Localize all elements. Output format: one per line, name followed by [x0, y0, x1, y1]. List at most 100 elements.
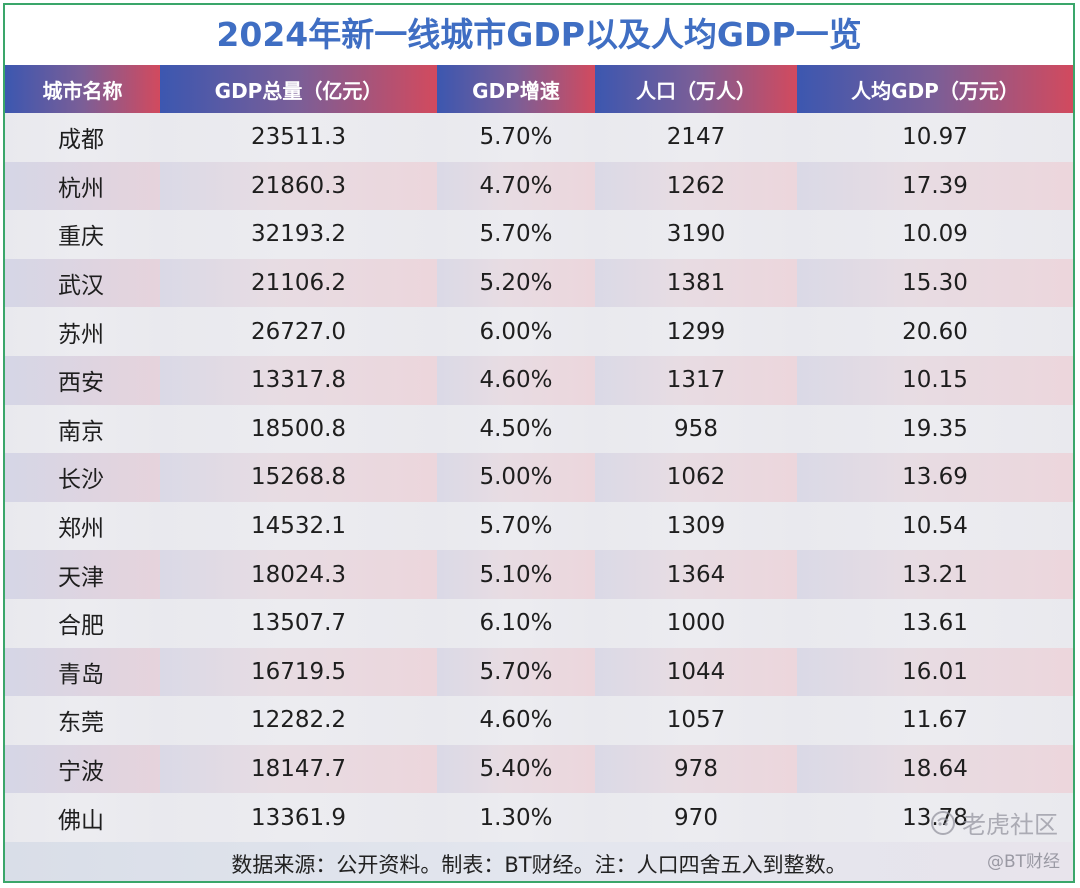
- cell-gdp-growth: 5.40%: [437, 744, 595, 794]
- cell-gdp-total: 13317.8: [160, 355, 437, 405]
- table-row: 成都 23511.3 5.70% 2147 10.97: [5, 113, 1073, 162]
- watermark-brand: 老虎社区: [930, 805, 1058, 840]
- header-gdp-per-capita: 人均GDP（万元）: [797, 65, 1073, 113]
- cell-gdp-growth: 1.30%: [437, 793, 595, 842]
- watermark-account: @BT财经: [986, 852, 1060, 872]
- table-row: 郑州 14532.1 5.70% 1309 10.54: [5, 501, 1073, 551]
- cell-population: 1044: [595, 647, 797, 697]
- table-row: 天津 18024.3 5.10% 1364 13.21: [5, 550, 1073, 599]
- cell-gdp-growth: 4.50%: [437, 404, 595, 454]
- cell-population: 1317: [595, 355, 797, 405]
- cell-population: 1299: [595, 307, 797, 356]
- cell-gdp-total: 15268.8: [160, 453, 437, 502]
- cell-city-name: 郑州: [5, 501, 160, 551]
- cell-gdp-per-capita: 13.78: [797, 793, 1073, 842]
- table-row: 武汉 21106.2 5.20% 1381 15.30: [5, 258, 1073, 308]
- cell-population: 1062: [595, 453, 797, 502]
- cell-gdp-per-capita: 10.54: [797, 501, 1073, 551]
- cell-population: 970: [595, 793, 797, 842]
- cell-city-name: 苏州: [5, 307, 160, 356]
- cell-gdp-total: 26727.0: [160, 307, 437, 356]
- cell-population: 978: [595, 744, 797, 794]
- cell-gdp-per-capita: 15.30: [797, 258, 1073, 308]
- cell-gdp-growth: 5.70%: [437, 501, 595, 551]
- table-header: 城市名称 GDP总量（亿元） GDP增速 人口（万人） 人均GDP（万元）: [5, 65, 1073, 113]
- table-row: 青岛 16719.5 5.70% 1044 16.01: [5, 647, 1073, 697]
- cell-population: 1309: [595, 501, 797, 551]
- tiger-logo-icon: [931, 810, 955, 835]
- cell-city-name: 宁波: [5, 744, 160, 794]
- cell-gdp-total: 13361.9: [160, 793, 437, 842]
- table-row: 苏州 26727.0 6.00% 1299 20.60: [5, 307, 1073, 356]
- table-frame: 2024年新一线城市GDP以及人均GDP一览 城市名称 GDP总量（亿元） GD…: [3, 3, 1075, 883]
- cell-population: 1364: [595, 550, 797, 599]
- cell-gdp-growth: 4.60%: [437, 355, 595, 405]
- cell-gdp-total: 12282.2: [160, 696, 437, 745]
- cell-population: 2147: [595, 113, 797, 162]
- cell-gdp-per-capita: 18.64: [797, 744, 1073, 794]
- header-gdp-growth: GDP增速: [437, 65, 595, 113]
- cell-gdp-per-capita: 19.35: [797, 404, 1073, 454]
- cell-city-name: 佛山: [5, 793, 160, 842]
- cell-gdp-total: 21860.3: [160, 161, 437, 211]
- table-row: 南京 18500.8 4.50% 958 19.35: [5, 404, 1073, 454]
- cell-gdp-growth: 5.70%: [437, 113, 595, 162]
- cell-city-name: 合肥: [5, 598, 160, 648]
- cell-city-name: 杭州: [5, 161, 160, 211]
- cell-gdp-per-capita: 10.09: [797, 210, 1073, 259]
- cell-city-name: 武汉: [5, 258, 160, 308]
- page-title: 2024年新一线城市GDP以及人均GDP一览: [216, 15, 862, 54]
- cell-population: 958: [595, 404, 797, 454]
- cell-gdp-growth: 5.00%: [437, 453, 595, 502]
- table-row: 东莞 12282.2 4.60% 1057 11.67: [5, 696, 1073, 745]
- header-population: 人口（万人）: [595, 65, 797, 113]
- cell-city-name: 西安: [5, 355, 160, 405]
- cell-gdp-growth: 5.70%: [437, 647, 595, 697]
- cell-gdp-growth: 5.70%: [437, 210, 595, 259]
- cell-gdp-per-capita: 10.97: [797, 113, 1073, 162]
- cell-population: 1262: [595, 161, 797, 211]
- cell-gdp-per-capita: 10.15: [797, 355, 1073, 405]
- cell-population: 1000: [595, 598, 797, 648]
- table-row: 西安 13317.8 4.60% 1317 10.15: [5, 355, 1073, 405]
- cell-gdp-per-capita: 20.60: [797, 307, 1073, 356]
- cell-population: 1057: [595, 696, 797, 745]
- cell-gdp-per-capita: 17.39: [797, 161, 1073, 211]
- cell-gdp-total: 13507.7: [160, 598, 437, 648]
- cell-gdp-growth: 4.60%: [437, 696, 595, 745]
- cell-gdp-total: 16719.5: [160, 647, 437, 697]
- watermark-brand-text: 老虎社区: [962, 811, 1058, 839]
- cell-gdp-total: 32193.2: [160, 210, 437, 259]
- cell-gdp-per-capita: 16.01: [797, 647, 1073, 697]
- cell-gdp-growth: 6.10%: [437, 598, 595, 648]
- cell-gdp-total: 21106.2: [160, 258, 437, 308]
- table-row: 宁波 18147.7 5.40% 978 18.64: [5, 744, 1073, 794]
- cell-gdp-total: 18500.8: [160, 404, 437, 454]
- table-row: 合肥 13507.7 6.10% 1000 13.61: [5, 598, 1073, 648]
- cell-gdp-growth: 5.10%: [437, 550, 595, 599]
- cell-gdp-total: 18024.3: [160, 550, 437, 599]
- table-row: 杭州 21860.3 4.70% 1262 17.39: [5, 161, 1073, 211]
- cell-gdp-per-capita: 13.21: [797, 550, 1073, 599]
- cell-city-name: 青岛: [5, 647, 160, 697]
- cell-population: 1381: [595, 258, 797, 308]
- cell-gdp-per-capita: 13.69: [797, 453, 1073, 502]
- cell-city-name: 成都: [5, 113, 160, 162]
- cell-gdp-growth: 4.70%: [437, 161, 595, 211]
- table-row: 重庆 32193.2 5.70% 3190 10.09: [5, 210, 1073, 259]
- table-body: 成都 23511.3 5.70% 2147 10.97 杭州 21860.3 4.70% 126…: [5, 113, 1073, 842]
- cell-gdp-growth: 5.20%: [437, 258, 595, 308]
- cell-city-name: 南京: [5, 404, 160, 454]
- table-row: 长沙 15268.8 5.00% 1062 13.69: [5, 453, 1073, 502]
- cell-city-name: 东莞: [5, 696, 160, 745]
- cell-city-name: 长沙: [5, 453, 160, 502]
- header-gdp-total: GDP总量（亿元）: [160, 65, 437, 113]
- cell-gdp-total: 23511.3: [160, 113, 437, 162]
- cell-gdp-per-capita: 11.67: [797, 696, 1073, 745]
- cell-gdp-growth: 6.00%: [437, 307, 595, 356]
- cell-population: 3190: [595, 210, 797, 259]
- cell-city-name: 重庆: [5, 210, 160, 259]
- cell-gdp-total: 14532.1: [160, 501, 437, 551]
- cell-city-name: 天津: [5, 550, 160, 599]
- header-city-name: 城市名称: [5, 65, 160, 113]
